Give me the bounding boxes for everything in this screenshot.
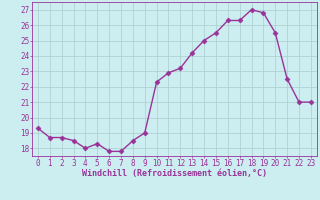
X-axis label: Windchill (Refroidissement éolien,°C): Windchill (Refroidissement éolien,°C) [82, 169, 267, 178]
